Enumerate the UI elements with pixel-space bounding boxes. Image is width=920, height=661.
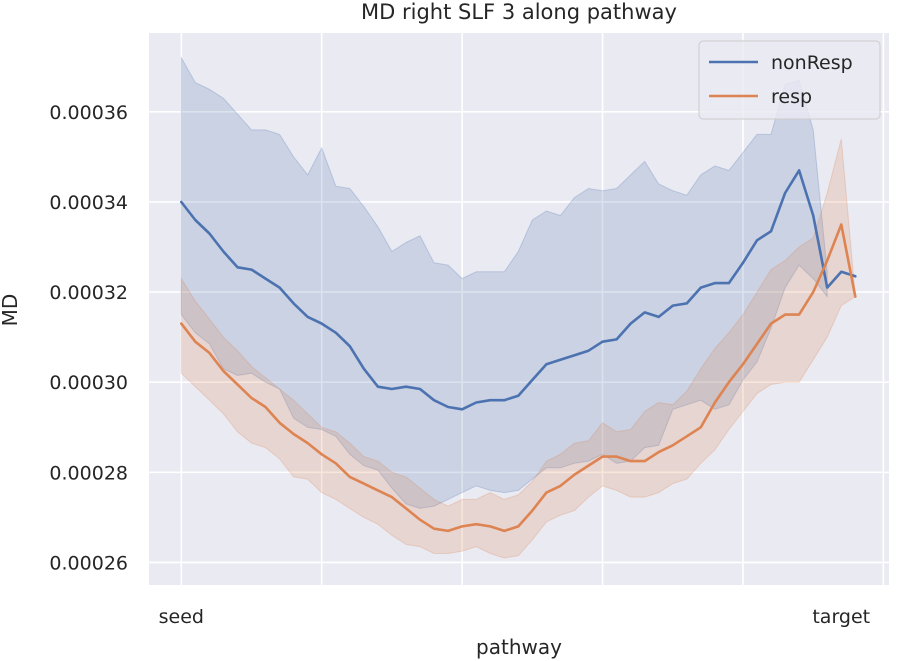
y-axis-label: MD [0, 294, 22, 327]
resp-line [180, 223, 857, 533]
grid [149, 33, 889, 585]
y-tick-label: 0.00030 [49, 372, 128, 394]
x-tick-label: target [812, 606, 870, 628]
plot-background [149, 33, 889, 585]
confidence-bands [180, 55, 856, 559]
y-tick-label: 0.00032 [49, 282, 128, 304]
y-tick-labels: 0.00026 0.00028 0.00030 0.00032 0.00034 0.000… [49, 102, 128, 575]
y-tick-label: 0.00036 [49, 102, 128, 124]
y-tick-label: 0.00026 [49, 552, 128, 574]
nonresp-band [180, 55, 828, 509]
resp-band [180, 138, 856, 559]
nonresp-line [180, 169, 857, 411]
legend-label-resp: resp [771, 86, 812, 108]
y-tick-label: 0.00028 [49, 462, 128, 484]
x-tick-label: seed [159, 606, 204, 628]
legend: nonResp resp [698, 40, 881, 120]
chart-title: MD right SLF 3 along pathway [361, 0, 677, 24]
legend-label-nonresp: nonResp [771, 52, 853, 74]
y-tick-label: 0.00034 [49, 192, 128, 214]
x-tick-labels: seed target [159, 606, 871, 628]
series-lines [180, 169, 857, 533]
legend-box [698, 40, 881, 120]
x-axis-label: pathway [476, 635, 562, 659]
